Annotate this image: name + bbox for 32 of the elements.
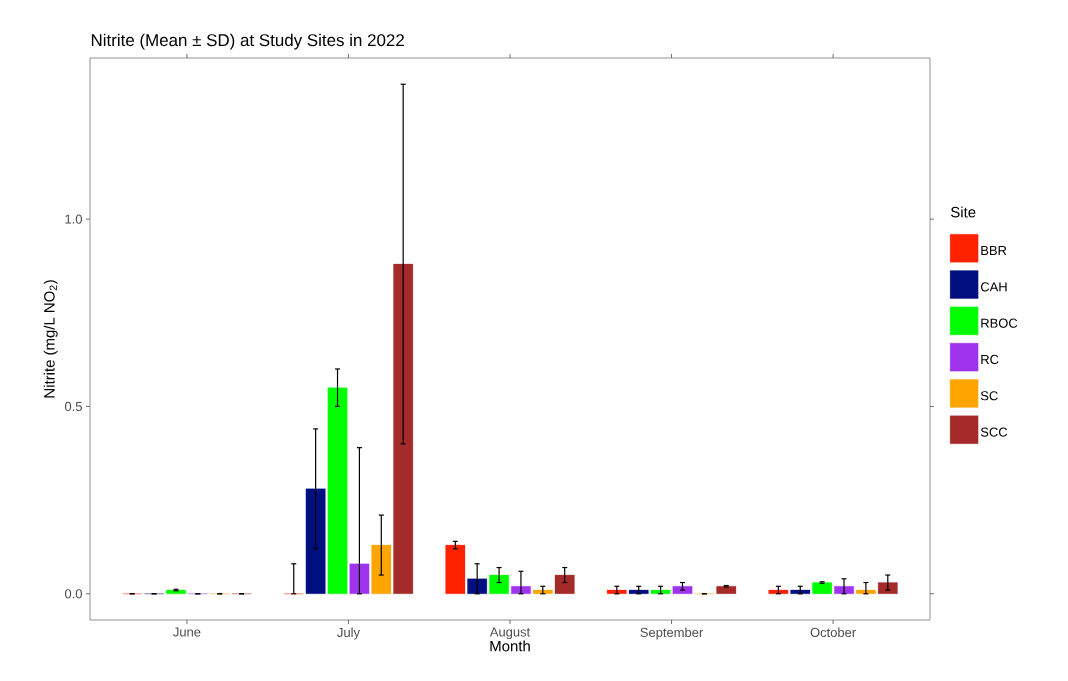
x-axis-title: Month <box>490 640 530 652</box>
bar <box>628 589 649 594</box>
bar <box>650 589 671 594</box>
legend-label: CAH <box>980 282 1007 292</box>
x-tick-label: July <box>337 627 360 640</box>
y-axis-title: Nitrite (mg/L NO$_{2}$) <box>43 280 58 398</box>
bar <box>877 582 898 594</box>
bar <box>554 574 575 594</box>
chart-title: Nitrite (Mean ± SD) at Study Sites in 2022 <box>91 33 404 50</box>
x-tick-label: June <box>173 627 201 637</box>
legend-label: BBR <box>981 246 1007 255</box>
bar <box>768 589 789 594</box>
bar <box>812 582 832 594</box>
bar <box>327 387 348 594</box>
x-tick-label: October <box>810 627 856 638</box>
bar <box>790 589 811 594</box>
bar <box>489 574 509 594</box>
legend-label: RBOC <box>981 318 1018 328</box>
legend-label: RC <box>981 354 999 365</box>
legend-title: Site <box>951 206 976 218</box>
bar <box>445 544 466 594</box>
y-tick-label: 1.0 <box>65 214 82 224</box>
bar <box>606 589 627 594</box>
y-tick-label: 0.5 <box>64 401 82 412</box>
x-tick-label: August <box>489 627 531 640</box>
x-tick-label: September <box>640 627 703 640</box>
legend-label: SCC <box>980 427 1008 437</box>
y-tick-label: 0.0 <box>64 589 82 599</box>
bar <box>532 589 553 594</box>
bar <box>166 589 186 594</box>
legend-label: SC <box>980 391 998 401</box>
bar <box>716 586 737 594</box>
